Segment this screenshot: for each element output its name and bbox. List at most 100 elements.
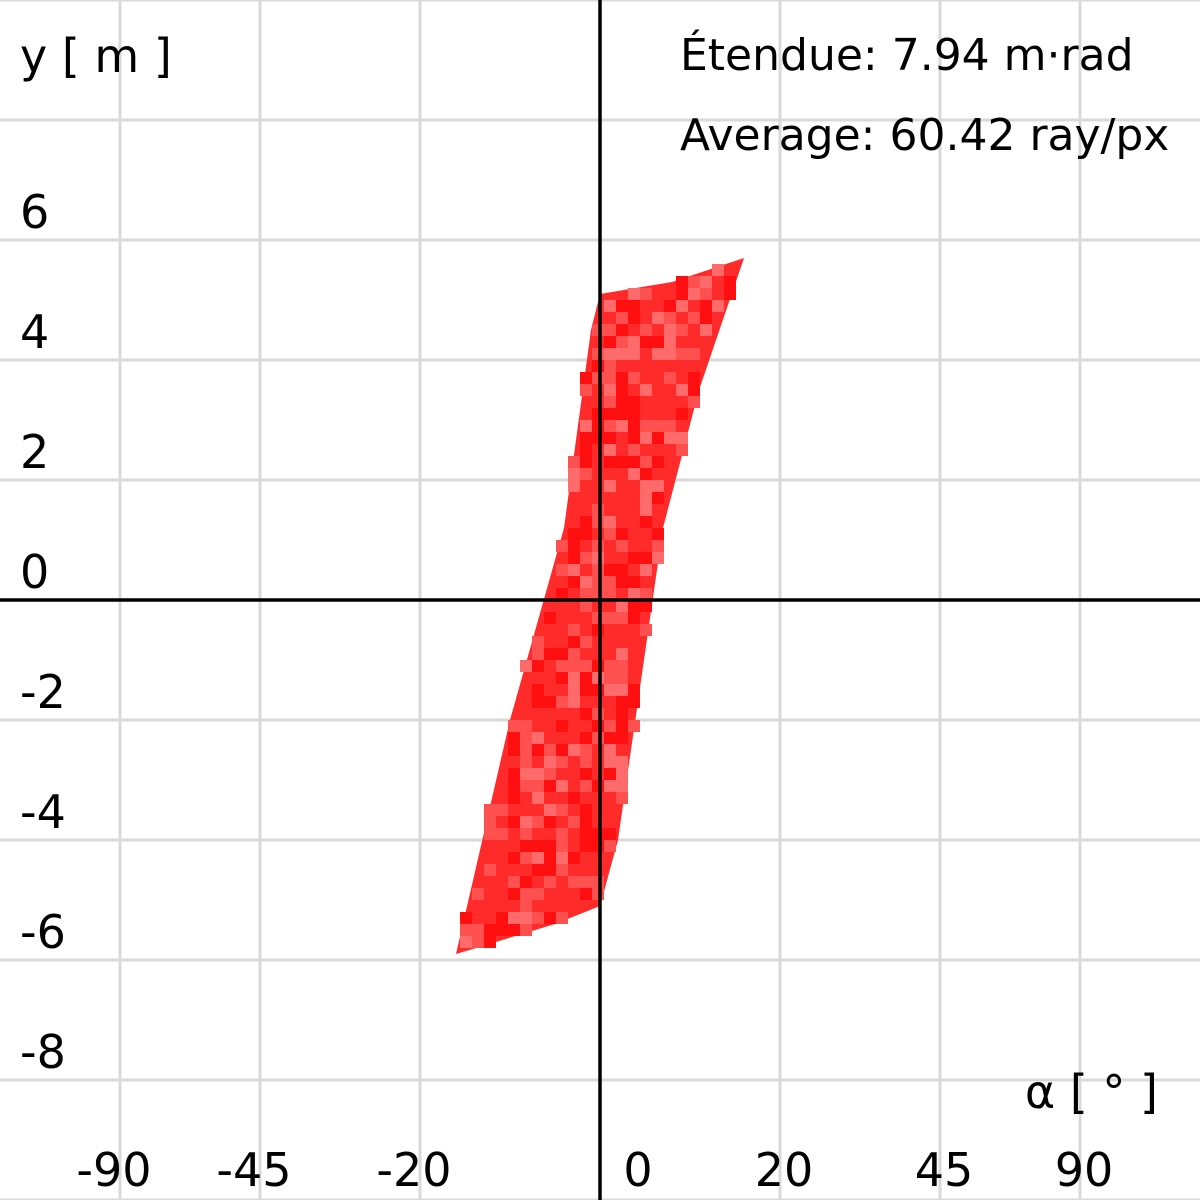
density-cell: [520, 756, 532, 768]
x-tick-label: -45: [216, 1143, 291, 1197]
density-cell: [628, 696, 640, 708]
density-cell: [604, 336, 616, 348]
density-cell: [592, 780, 604, 792]
density-cell: [520, 828, 532, 840]
density-cell: [532, 816, 544, 828]
density-cell: [532, 648, 544, 660]
density-cell: [472, 924, 484, 936]
density-cell: [628, 408, 640, 420]
density-cell: [652, 432, 664, 444]
density-cell: [628, 576, 640, 588]
density-cell: [628, 300, 640, 312]
density-cell: [640, 480, 652, 492]
density-cell: [532, 792, 544, 804]
density-cell: [580, 516, 592, 528]
density-cell: [616, 732, 628, 744]
density-cell: [532, 696, 544, 708]
density-cell: [568, 648, 580, 660]
density-cell: [604, 432, 616, 444]
x-tick-label: 20: [755, 1143, 814, 1197]
density-cell: [616, 300, 628, 312]
density-cell: [712, 264, 724, 276]
density-cell: [568, 744, 580, 756]
density-cell: [700, 276, 712, 288]
density-cell: [700, 288, 712, 300]
x-tick-label: 0: [623, 1143, 652, 1197]
density-cell: [592, 888, 604, 900]
density-cell: [640, 468, 652, 480]
density-cell: [556, 912, 568, 924]
density-cell: [640, 600, 652, 612]
density-cell: [628, 444, 640, 456]
density-cell: [484, 864, 496, 876]
density-cell: [460, 924, 472, 936]
density-cell: [580, 768, 592, 780]
density-cell: [688, 372, 700, 384]
x-tick-labels: -90 -45 -20 0 20 45 90: [76, 1143, 1113, 1197]
density-cell: [616, 600, 628, 612]
density-cell: [640, 456, 652, 468]
density-cell: [604, 720, 616, 732]
density-cell: [508, 792, 520, 804]
density-cell: [664, 336, 676, 348]
density-cell: [520, 768, 532, 780]
y-tick-label: 0: [20, 545, 49, 599]
density-cell: [604, 780, 616, 792]
density-cell: [640, 432, 652, 444]
density-cell: [568, 468, 580, 480]
density-cell: [628, 420, 640, 432]
density-cell: [604, 768, 616, 780]
density-cell: [652, 420, 664, 432]
density-cell: [556, 648, 568, 660]
density-cell: [616, 696, 628, 708]
density-cell: [676, 408, 688, 420]
density-cell: [616, 324, 628, 336]
density-cell: [592, 876, 604, 888]
density-cell: [580, 816, 592, 828]
density-cell: [496, 804, 508, 816]
density-cell: [640, 324, 652, 336]
density-cell: [616, 708, 628, 720]
y-tick-label: 4: [20, 305, 49, 359]
density-cell: [556, 780, 568, 792]
density-cell: [592, 564, 604, 576]
density-cell: [628, 684, 640, 696]
density-cell: [544, 612, 556, 624]
density-cell: [652, 312, 664, 324]
density-cell: [688, 276, 700, 288]
density-cell: [652, 348, 664, 360]
density-cell: [604, 300, 616, 312]
y-axis-label: y [ m ]: [20, 29, 172, 83]
density-cell: [580, 432, 592, 444]
y-tick-labels: 6 4 2 0 -2 -4 -6 -8: [20, 185, 66, 1079]
density-cell: [568, 564, 580, 576]
density-cell: [604, 588, 616, 600]
density-cell: [628, 612, 640, 624]
density-cell: [616, 408, 628, 420]
density-cell: [604, 528, 616, 540]
density-cell: [580, 372, 592, 384]
density-cell: [580, 588, 592, 600]
density-cell: [676, 444, 688, 456]
density-cell: [532, 660, 544, 672]
density-cell: [616, 420, 628, 432]
density-cell: [556, 696, 568, 708]
density-cell: [616, 720, 628, 732]
density-cell: [616, 684, 628, 696]
density-cell: [484, 828, 496, 840]
density-cell: [568, 660, 580, 672]
density-cell: [616, 540, 628, 552]
density-cell: [532, 744, 544, 756]
density-cell: [580, 600, 592, 612]
density-cell: [616, 648, 628, 660]
density-cell: [640, 564, 652, 576]
density-cell: [616, 312, 628, 324]
density-cell: [580, 420, 592, 432]
density-cell: [616, 336, 628, 348]
density-cell: [568, 624, 580, 636]
density-cell: [592, 420, 604, 432]
density-cell: [520, 888, 532, 900]
density-cell: [592, 588, 604, 600]
